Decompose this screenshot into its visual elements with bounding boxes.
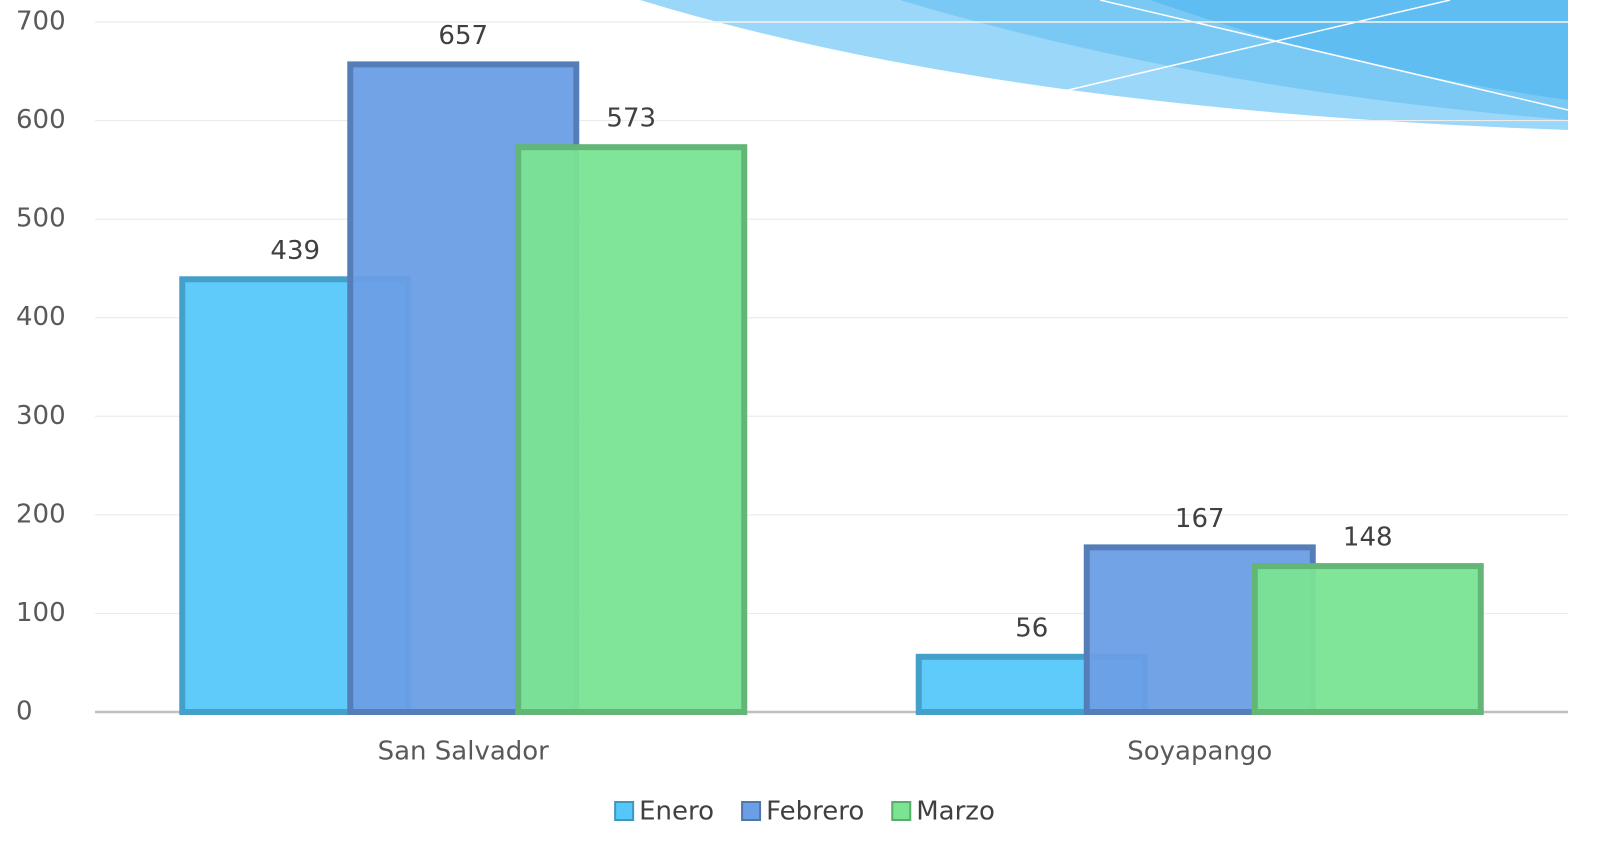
- data-label: 657: [438, 21, 488, 51]
- x-tick-label: Soyapango: [1127, 737, 1272, 767]
- data-label: 167: [1175, 504, 1225, 534]
- legend-label: Marzo: [916, 797, 995, 827]
- y-tick-label: 300: [16, 401, 66, 431]
- decoration: [640, 0, 1569, 130]
- y-tick-label: 600: [16, 105, 66, 135]
- bar: [515, 144, 748, 715]
- legend-swatch: [891, 801, 912, 821]
- data-label: 573: [606, 104, 656, 134]
- data-label: 439: [270, 236, 320, 266]
- y-tick-label: 200: [16, 499, 66, 529]
- legend-label: Febrero: [766, 797, 864, 827]
- y-tick-label: 100: [16, 598, 66, 628]
- data-label: 148: [1343, 523, 1393, 553]
- y-tick-label: 500: [16, 204, 66, 234]
- legend-label: Enero: [639, 797, 714, 827]
- data-label: 56: [1015, 613, 1048, 643]
- bar: [1251, 563, 1484, 715]
- legend-swatch: [741, 801, 762, 821]
- y-tick-label: 0: [16, 697, 33, 727]
- x-tick-label: San Salvador: [378, 737, 550, 767]
- y-tick-label: 700: [16, 7, 66, 37]
- legend-swatch: [614, 801, 635, 821]
- y-tick-label: 400: [16, 302, 66, 332]
